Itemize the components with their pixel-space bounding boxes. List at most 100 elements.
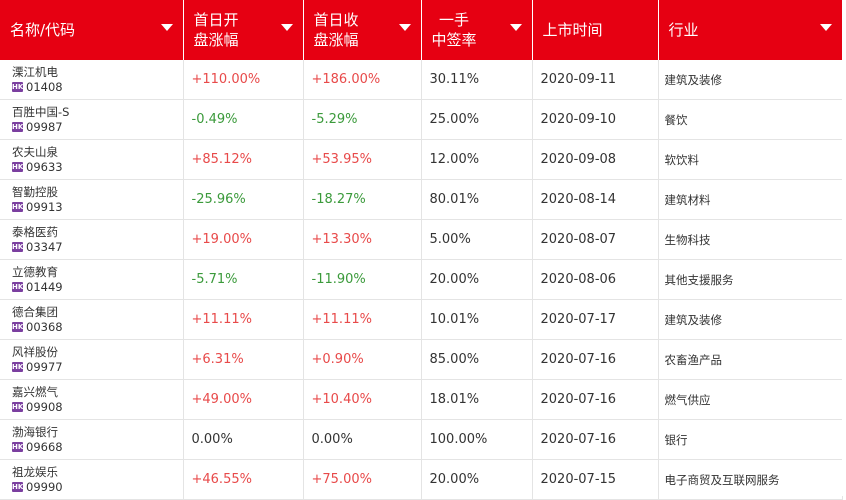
hk-market-badge: HK xyxy=(12,362,24,372)
lot-winning-rate: 80.01% xyxy=(421,179,533,220)
stock-name[interactable]: 智勤控股 xyxy=(12,184,58,199)
lot-winning-rate: 20.00% xyxy=(421,259,533,300)
table-row[interactable]: 泰格医药 HK 03347 +19.00% +13.30% 5.00% 2020-08-07… xyxy=(0,219,843,260)
col-header-first-close[interactable]: 首日收 盘涨幅 xyxy=(303,0,422,60)
listing-date: 2020-07-17 xyxy=(532,299,659,340)
col-header-listing-date[interactable]: 上市时间 xyxy=(532,0,659,60)
stock-cell[interactable]: 德合集团 HK 00368 xyxy=(0,299,184,340)
stock-name[interactable]: 渤海银行 xyxy=(12,424,58,439)
hk-market-badge: HK xyxy=(12,482,24,492)
first-close-change: -11.90% xyxy=(303,259,422,300)
table-row[interactable]: 百胜中国-S HK 09987 -0.49% -5.29% 25.00% 2020-09-1… xyxy=(0,99,843,140)
first-close-change: +0.90% xyxy=(303,339,422,380)
stock-code: 09913 xyxy=(26,199,63,214)
lot-winning-rate: 10.01% xyxy=(421,299,533,340)
stock-code: 01449 xyxy=(26,279,63,294)
col-header-listing-date-label: 上市时间 xyxy=(542,21,603,39)
industry: 电子商贸及互联网服务 xyxy=(658,459,843,500)
stock-cell[interactable]: 风祥股份 HK 09977 xyxy=(0,339,184,380)
stock-cell[interactable]: 祖龙娱乐 HK 09990 xyxy=(0,459,184,500)
stock-name[interactable]: 祖龙娱乐 xyxy=(12,464,58,479)
col-header-name-label: 名称/代码 xyxy=(10,21,76,39)
first-open-change: +49.00% xyxy=(183,379,304,420)
sort-dropdown-icon[interactable] xyxy=(509,24,522,31)
first-close-change: +10.40% xyxy=(303,379,422,420)
stock-name[interactable]: 嘉兴燃气 xyxy=(12,384,58,399)
stock-cell[interactable]: 溧江机电 HK 01408 xyxy=(0,60,184,100)
listing-date: 2020-08-06 xyxy=(532,259,659,300)
lot-winning-rate: 30.11% xyxy=(421,60,533,100)
hk-market-badge: HK xyxy=(12,82,24,92)
hk-market-badge: HK xyxy=(12,122,24,132)
stock-cell[interactable]: 泰格医药 HK 03347 xyxy=(0,219,184,260)
stock-name[interactable]: 农夫山泉 xyxy=(12,144,58,159)
header-row: 名称/代码 首日开 盘涨幅 首日收 盘涨幅 xyxy=(0,0,843,60)
table-row[interactable]: 渤海银行 HK 09668 0.00% 0.00% 100.00% 2020-07-16 银行 xyxy=(0,419,843,460)
stock-code: 01408 xyxy=(26,79,63,94)
first-open-change: -25.96% xyxy=(183,179,304,220)
col-header-lot-rate[interactable]: 一手 中签率 xyxy=(421,0,533,60)
first-close-change: +11.11% xyxy=(303,299,422,340)
table-row[interactable]: 德合集团 HK 00368 +11.11% +11.11% 10.01% 2020-07-1… xyxy=(0,299,843,340)
listing-date: 2020-07-16 xyxy=(532,419,659,460)
col-header-first-open-label2: 盘涨幅 xyxy=(193,31,239,49)
industry: 软饮料 xyxy=(658,139,843,180)
col-header-first-open[interactable]: 首日开 盘涨幅 xyxy=(183,0,304,60)
table-row[interactable]: 智勤控股 HK 09913 -25.96% -18.27% 80.01% 2020-08-1… xyxy=(0,179,843,220)
stock-cell[interactable]: 立德教育 HK 01449 xyxy=(0,259,184,300)
sort-dropdown-icon[interactable] xyxy=(819,24,832,31)
lot-winning-rate: 25.00% xyxy=(421,99,533,140)
table-row[interactable]: 嘉兴燃气 HK 09908 +49.00% +10.40% 18.01% 2020-07-1… xyxy=(0,379,843,420)
right-edge xyxy=(842,0,846,496)
first-close-change: +13.30% xyxy=(303,219,422,260)
col-header-lot-rate-label2: 中签率 xyxy=(431,31,477,49)
col-header-industry[interactable]: 行业 xyxy=(658,0,843,60)
listing-date: 2020-09-11 xyxy=(532,60,659,100)
stock-name[interactable]: 德合集团 xyxy=(12,304,58,319)
col-header-first-open-label: 首日开 xyxy=(193,11,239,29)
col-header-name[interactable]: 名称/代码 xyxy=(0,0,184,60)
table-row[interactable]: 祖龙娱乐 HK 09990 +46.55% +75.00% 20.00% 2020-07-1… xyxy=(0,459,843,500)
stock-code: 03347 xyxy=(26,239,63,254)
col-header-first-close-label2: 盘涨幅 xyxy=(313,31,359,49)
industry: 餐饮 xyxy=(658,99,843,140)
sort-dropdown-icon[interactable] xyxy=(398,24,411,31)
first-open-change: +110.00% xyxy=(183,60,304,100)
listing-date: 2020-07-15 xyxy=(532,459,659,500)
stock-cell[interactable]: 农夫山泉 HK 09633 xyxy=(0,139,184,180)
stock-name[interactable]: 溧江机电 xyxy=(12,64,58,79)
stock-cell[interactable]: 百胜中国-S HK 09987 xyxy=(0,99,184,140)
industry: 农畜渔产品 xyxy=(658,339,843,380)
table-row[interactable]: 风祥股份 HK 09977 +6.31% +0.90% 85.00% 2020-07-16 农… xyxy=(0,339,843,380)
sort-dropdown-icon[interactable] xyxy=(280,24,293,31)
stock-code: 09987 xyxy=(26,119,63,134)
stock-cell[interactable]: 智勤控股 HK 09913 xyxy=(0,179,184,220)
stock-name[interactable]: 风祥股份 xyxy=(12,344,58,359)
lot-winning-rate: 12.00% xyxy=(421,139,533,180)
stock-code: 09633 xyxy=(26,159,63,174)
hk-market-badge: HK xyxy=(12,242,24,252)
industry: 建筑及装修 xyxy=(658,299,843,340)
first-close-change: +75.00% xyxy=(303,459,422,500)
sort-dropdown-icon[interactable] xyxy=(160,24,173,31)
industry: 建筑及装修 xyxy=(658,60,843,100)
stock-cell[interactable]: 渤海银行 HK 09668 xyxy=(0,419,184,460)
table-row[interactable]: 立德教育 HK 01449 -5.71% -11.90% 20.00% 2020-08-06… xyxy=(0,259,843,300)
first-close-change: +186.00% xyxy=(303,60,422,100)
first-close-change: +53.95% xyxy=(303,139,422,180)
stock-name[interactable]: 泰格医药 xyxy=(12,224,58,239)
stock-cell[interactable]: 嘉兴燃气 HK 09908 xyxy=(0,379,184,420)
stock-name[interactable]: 立德教育 xyxy=(12,264,58,279)
lot-winning-rate: 18.01% xyxy=(421,379,533,420)
first-open-change: 0.00% xyxy=(183,419,304,460)
first-close-change: -5.29% xyxy=(303,99,422,140)
stock-name[interactable]: 百胜中国-S xyxy=(12,104,70,119)
industry: 燃气供应 xyxy=(658,379,843,420)
listing-date: 2020-09-08 xyxy=(532,139,659,180)
industry: 银行 xyxy=(658,419,843,460)
table-row[interactable]: 农夫山泉 HK 09633 +85.12% +53.95% 12.00% 2020-09-0… xyxy=(0,139,843,180)
stock-code: 09990 xyxy=(26,479,63,494)
table-row[interactable]: 溧江机电 HK 01408 +110.00% +186.00% 30.11% 2020-09… xyxy=(0,60,843,100)
hk-market-badge: HK xyxy=(12,162,24,172)
col-header-lot-rate-label: 一手 xyxy=(439,11,470,29)
